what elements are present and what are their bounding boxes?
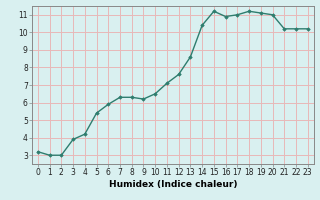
- X-axis label: Humidex (Indice chaleur): Humidex (Indice chaleur): [108, 180, 237, 189]
